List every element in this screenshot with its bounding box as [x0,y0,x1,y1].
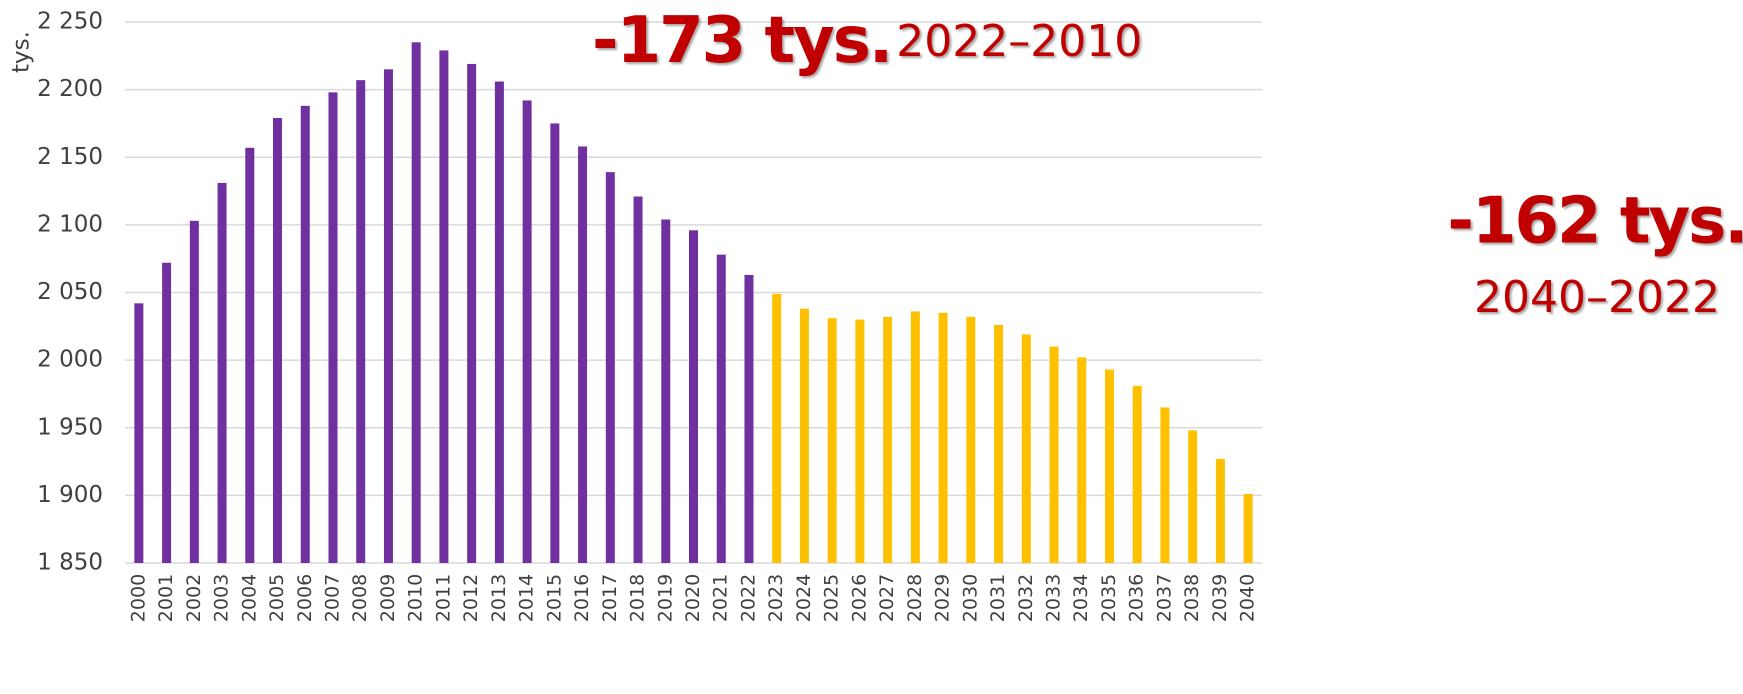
y-axis-label: tys. [9,31,35,73]
x-tick-label: 2025 [821,574,843,622]
bar [1077,357,1087,563]
bar [328,92,338,563]
y-tick-label: 1 950 [37,414,103,440]
annotation-period: 2040–2022 [1474,272,1720,323]
bar [605,172,615,563]
annotation-value: -173 tys. [592,4,891,78]
x-tick-label: 2027 [876,574,898,622]
bar [772,293,782,563]
bar [273,118,283,563]
x-tick-label: 2002 [183,574,205,622]
annotation: -173 tys. 2022–2010 [592,4,1142,78]
x-tick-label: 2013 [488,574,510,622]
bar [827,318,837,563]
bar [633,196,643,563]
x-tick-label: 2016 [571,574,593,622]
x-tick-label: 2038 [1181,574,1203,622]
x-tick-label: 2003 [211,574,233,622]
x-tick-label: 2015 [543,574,565,622]
x-tick-label: 2032 [1015,574,1037,622]
x-tick-label: 2022 [737,574,759,622]
x-tick-label: 2010 [405,574,427,622]
x-tick-label: 2017 [599,574,621,622]
bar [1021,334,1031,563]
bar [661,219,671,563]
x-tick-label: 2039 [1209,574,1231,622]
annotation-value: -162 tys. [1447,185,1743,259]
y-tick-label: 2 250 [37,9,103,35]
bar [245,147,255,563]
bar [578,146,588,563]
x-tick-label: 2034 [1070,574,1092,622]
x-tick-label: 2004 [238,574,260,622]
y-tick-label: 2 200 [37,76,103,102]
y-tick-label: 1 900 [37,482,103,508]
bar [522,100,532,563]
bar [1243,494,1253,563]
bar [1188,430,1198,563]
bar [1132,385,1142,563]
bar [799,308,809,563]
bar [134,303,144,563]
x-tick-label: 2000 [127,574,149,622]
bar [217,182,227,563]
bar [550,123,560,563]
bar [162,262,172,563]
bar [356,80,366,563]
x-tick-label: 2006 [294,574,316,622]
x-tick-label: 2040 [1237,574,1259,622]
annotation-period: 2022–2010 [896,16,1142,67]
bar [855,319,865,563]
bar [994,324,1004,563]
x-tick-label: 2019 [654,574,676,622]
x-tick-label: 2001 [155,574,177,622]
x-tick-label: 2007 [321,574,343,622]
bar [383,69,393,564]
bar [1049,346,1059,563]
y-tick-label: 2 100 [37,211,103,237]
x-tick-label: 2026 [848,574,870,622]
x-tick-label: 2018 [627,574,649,622]
x-tick-label: 2033 [1043,574,1065,622]
y-tick-label: 1 850 [37,550,103,576]
bar [966,316,976,563]
bar [938,312,948,563]
bar [300,105,310,563]
x-tick-label: 2005 [266,574,288,622]
x-tick-label: 2009 [377,574,399,622]
bar [439,50,449,563]
bar [494,81,504,563]
x-tick-label: 2028 [904,574,926,622]
bar [1104,369,1114,563]
bar [744,274,754,563]
x-tick-label: 2023 [765,574,787,622]
y-tick-label: 2 150 [37,144,103,170]
x-tick-label: 2021 [710,574,732,622]
y-tick-label: 2 050 [37,279,103,305]
x-tick-label: 2014 [516,574,538,622]
x-tick-label: 2031 [987,574,1009,622]
bar [716,254,726,563]
x-tick-label: 2011 [432,574,454,622]
x-tick-label: 2029 [932,574,954,622]
bar [883,316,893,563]
bar [411,42,421,564]
bar [467,63,477,564]
bar [689,230,698,563]
x-tick-label: 2035 [1098,574,1120,622]
bar [910,311,920,563]
x-tick-label: 2020 [682,574,704,622]
bar [1160,407,1170,563]
x-tick-label: 2037 [1153,574,1175,622]
bar [1215,458,1225,563]
x-tick-label: 2024 [793,574,815,622]
y-tick-label: 2 000 [37,347,103,373]
x-tick-label: 2008 [349,574,371,622]
bar [189,220,199,563]
x-tick-label: 2030 [959,574,981,622]
x-tick-label: 2012 [460,574,482,622]
x-tick-label: 2036 [1126,574,1148,622]
